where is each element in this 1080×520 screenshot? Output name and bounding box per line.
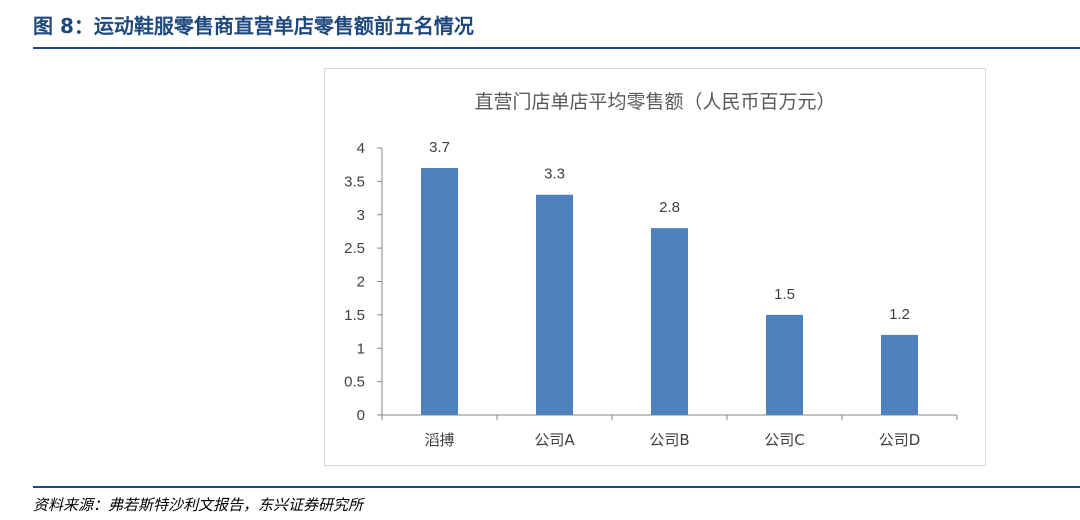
category-labels: 滔搏 公司A 公司B 公司C 公司D	[424, 431, 920, 449]
category-label: 公司A	[534, 431, 575, 449]
category-label: 公司B	[649, 431, 689, 449]
bar	[651, 228, 688, 415]
bar	[766, 314, 803, 415]
y-tick-label: 2.5	[344, 240, 365, 257]
source-note: 资料来源：弗若斯特沙利文报告，东兴证券研究所	[33, 496, 364, 514]
data-label: 3.3	[544, 166, 565, 183]
bar	[421, 168, 458, 415]
bar	[536, 194, 573, 415]
chart-title: 直营门店单店平均零售额（人民币百万元）	[474, 91, 835, 113]
data-labels: 3.7 3.3 2.8 1.5 1.2	[429, 139, 910, 323]
y-tick-label: 0.5	[344, 374, 365, 391]
y-tick-label: 4	[357, 140, 365, 157]
data-label: 1.2	[889, 306, 910, 323]
category-label: 公司C	[764, 431, 804, 449]
y-tick-label: 1	[357, 340, 365, 357]
bar-chart: 直营门店单店平均零售额（人民币百万元） 0 0.5 1 1.5 2 2.5 3 3.5 4 3.…	[344, 91, 958, 449]
bar-series	[421, 168, 918, 415]
data-label: 2.8	[659, 199, 680, 216]
bar	[881, 334, 918, 415]
y-tick-label: 0	[357, 407, 365, 424]
data-label: 3.7	[429, 139, 450, 156]
source-divider	[33, 486, 1080, 488]
figure-title: 图 8：运动鞋服零售商直营单店零售额前五名情况	[33, 14, 474, 38]
y-axis: 0 0.5 1 1.5 2 2.5 3 3.5 4	[344, 140, 383, 424]
y-tick-label: 2	[357, 274, 365, 291]
data-label: 1.5	[774, 286, 795, 303]
x-axis	[381, 414, 958, 420]
y-tick-label: 3.5	[344, 173, 365, 190]
category-label: 公司D	[879, 431, 921, 449]
chart-frame: 直营门店单店平均零售额（人民币百万元） 0 0.5 1 1.5 2 2.5 3 3.5 4 3.…	[324, 68, 986, 466]
category-label: 滔搏	[424, 431, 454, 449]
title-divider	[33, 47, 1080, 49]
y-tick-label: 1.5	[344, 307, 365, 324]
y-tick-label: 3	[357, 207, 365, 224]
